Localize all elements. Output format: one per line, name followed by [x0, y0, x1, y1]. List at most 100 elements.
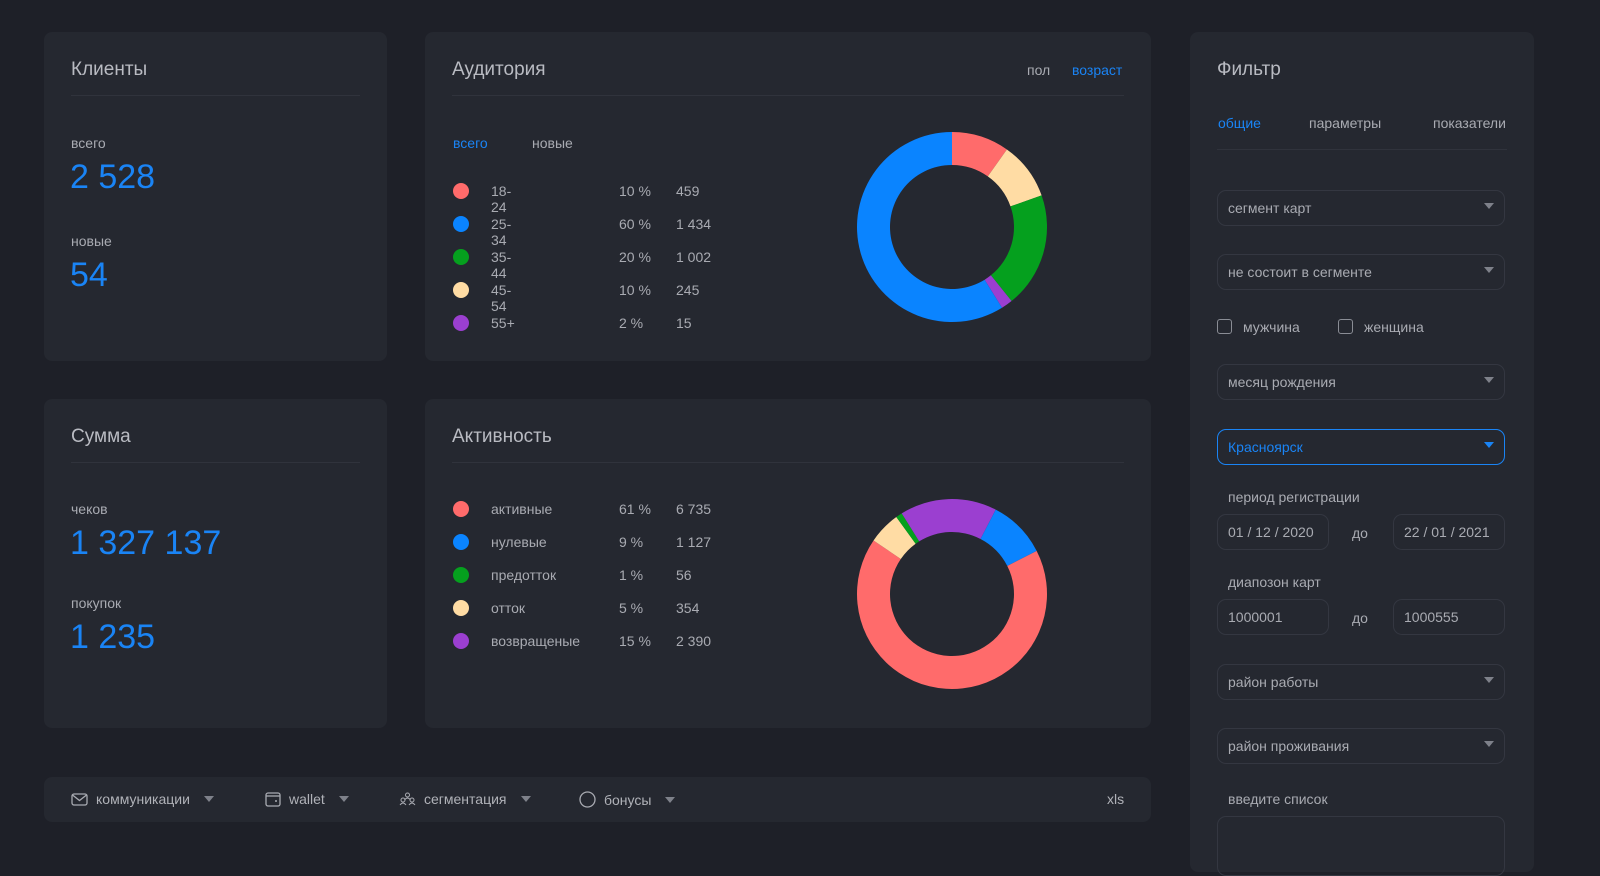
- wallet-icon: [265, 791, 281, 807]
- to-label: до: [1352, 525, 1368, 541]
- chevron-down-icon: [338, 796, 349, 802]
- legend-name: 25-34: [491, 216, 512, 248]
- divider: [1217, 149, 1507, 150]
- date-from-input[interactable]: 01 / 12 / 2020: [1217, 514, 1329, 550]
- donut-segment-45-54: [987, 149, 1042, 207]
- bonuses-menu[interactable]: бонусы: [579, 791, 676, 808]
- card-to-input[interactable]: 1000555: [1393, 599, 1505, 635]
- chevron-down-icon: [203, 796, 214, 802]
- xls-export-button[interactable]: xls: [1107, 791, 1125, 807]
- date-to-input[interactable]: 22 / 01 / 2021: [1393, 514, 1505, 550]
- card-segment-value: сегмент карт: [1228, 200, 1312, 216]
- switch-age[interactable]: возраст: [1072, 62, 1123, 78]
- checkbox-icon: [1338, 319, 1353, 334]
- tab-parameters[interactable]: параметры: [1309, 115, 1382, 131]
- male-checkbox[interactable]: мужчина: [1217, 319, 1300, 335]
- home-district-value: район проживания: [1228, 738, 1350, 754]
- chevron-down-icon: [1484, 377, 1494, 383]
- chevron-down-icon: [1484, 677, 1494, 683]
- legend-color-dot: [453, 315, 469, 331]
- activity-donut-chart: [857, 499, 1047, 689]
- divider: [452, 95, 1124, 96]
- card-from-input[interactable]: 1000001: [1217, 599, 1329, 635]
- list-label: введите список: [1228, 791, 1328, 807]
- legend-percent: 10 %: [619, 183, 651, 199]
- legend-name: 35-44: [491, 249, 512, 281]
- segmentation-label: сегментация: [424, 791, 507, 807]
- home-district-select[interactable]: район проживания: [1217, 728, 1505, 764]
- tab-new[interactable]: новые: [532, 135, 573, 151]
- legend-name: предотток: [491, 567, 557, 583]
- legend-percent: 60 %: [619, 216, 651, 232]
- not-in-segment-select[interactable]: не состоит в сегменте: [1217, 254, 1505, 290]
- checks-value: 1 327 137: [70, 524, 222, 562]
- filter-panel: Фильтр общие параметры показатели сегмен…: [1190, 32, 1534, 876]
- legend-value: 459: [676, 183, 700, 199]
- switch-gender[interactable]: пол: [1027, 62, 1051, 78]
- female-label: женщина: [1364, 319, 1424, 335]
- chevron-down-icon: [1484, 442, 1494, 448]
- activity-card: Активность активные 61 % 6 735 нулевые 9…: [425, 399, 1151, 728]
- tab-all[interactable]: всего: [453, 135, 488, 151]
- legend-color-dot: [453, 216, 469, 232]
- total-label: всего: [71, 135, 106, 151]
- legend-color-dot: [453, 501, 469, 517]
- legend-value: 15: [676, 315, 692, 331]
- list-input[interactable]: [1217, 816, 1505, 876]
- purchases-label: покупок: [71, 595, 122, 611]
- city-select[interactable]: Красноярск: [1217, 429, 1505, 465]
- legend-name: отток: [491, 600, 526, 616]
- divider: [452, 462, 1124, 463]
- divider: [71, 95, 360, 96]
- legend-percent: 20 %: [619, 249, 651, 265]
- chevron-down-icon: [665, 796, 676, 803]
- purchases-value: 1 235: [70, 618, 156, 656]
- legend-percent: 15 %: [619, 633, 651, 649]
- card-segment-select[interactable]: сегмент карт: [1217, 190, 1505, 226]
- legend-value: 6 735: [676, 501, 712, 517]
- birth-month-select[interactable]: месяц рождения: [1217, 364, 1505, 400]
- tab-indicators[interactable]: показатели: [1433, 115, 1506, 131]
- not-in-segment-value: не состоит в сегменте: [1228, 264, 1372, 280]
- city-value: Красноярск: [1228, 439, 1303, 455]
- total-value: 2 528: [70, 158, 156, 196]
- clients-title: Клиенты: [71, 59, 148, 80]
- activity-title: Активность: [452, 426, 552, 447]
- audience-donut-chart: [857, 132, 1047, 322]
- legend-color-dot: [453, 633, 469, 649]
- card-range-label: диапозон карт: [1228, 574, 1321, 590]
- to-label: до: [1352, 610, 1368, 626]
- communications-label: коммуникации: [96, 791, 190, 807]
- legend-value: 354: [676, 600, 700, 616]
- legend-name: 45-54: [491, 282, 512, 314]
- legend-name: 18-24: [491, 183, 512, 215]
- chevron-down-icon: [1484, 203, 1494, 209]
- chevron-down-icon: [1484, 741, 1494, 747]
- audience-title: Аудитория: [452, 59, 546, 80]
- wallet-label: wallet: [289, 791, 325, 807]
- legend-percent: 2 %: [619, 315, 644, 331]
- tab-general[interactable]: общие: [1218, 115, 1261, 131]
- female-checkbox[interactable]: женщина: [1338, 319, 1424, 335]
- sum-title: Сумма: [71, 426, 131, 447]
- wallet-menu[interactable]: wallet: [265, 791, 349, 807]
- legend-percent: 10 %: [619, 282, 651, 298]
- legend-value: 245: [676, 282, 700, 298]
- donut-segment-35-44: [990, 195, 1047, 302]
- work-district-value: район работы: [1228, 674, 1319, 690]
- checks-label: чеков: [71, 501, 108, 517]
- work-district-select[interactable]: район работы: [1217, 664, 1505, 700]
- legend-color-dot: [453, 600, 469, 616]
- legend-name: возвращеные: [491, 633, 581, 649]
- legend-color-dot: [453, 183, 469, 199]
- bonuses-label: бонусы: [604, 791, 652, 808]
- legend-value: 2 390: [676, 633, 712, 649]
- legend-percent: 61 %: [619, 501, 651, 517]
- communications-menu[interactable]: коммуникации: [71, 791, 214, 807]
- segmentation-menu[interactable]: сегментация: [399, 791, 531, 807]
- birth-month-value: месяц рождения: [1228, 374, 1336, 390]
- audience-card: Аудитория пол возраст всего новые 18-24 …: [425, 32, 1151, 361]
- bottom-toolbar: коммуникации wallet сегментация бонусы x…: [44, 777, 1151, 822]
- circle-icon: [579, 791, 596, 808]
- legend-percent: 9 %: [619, 534, 644, 550]
